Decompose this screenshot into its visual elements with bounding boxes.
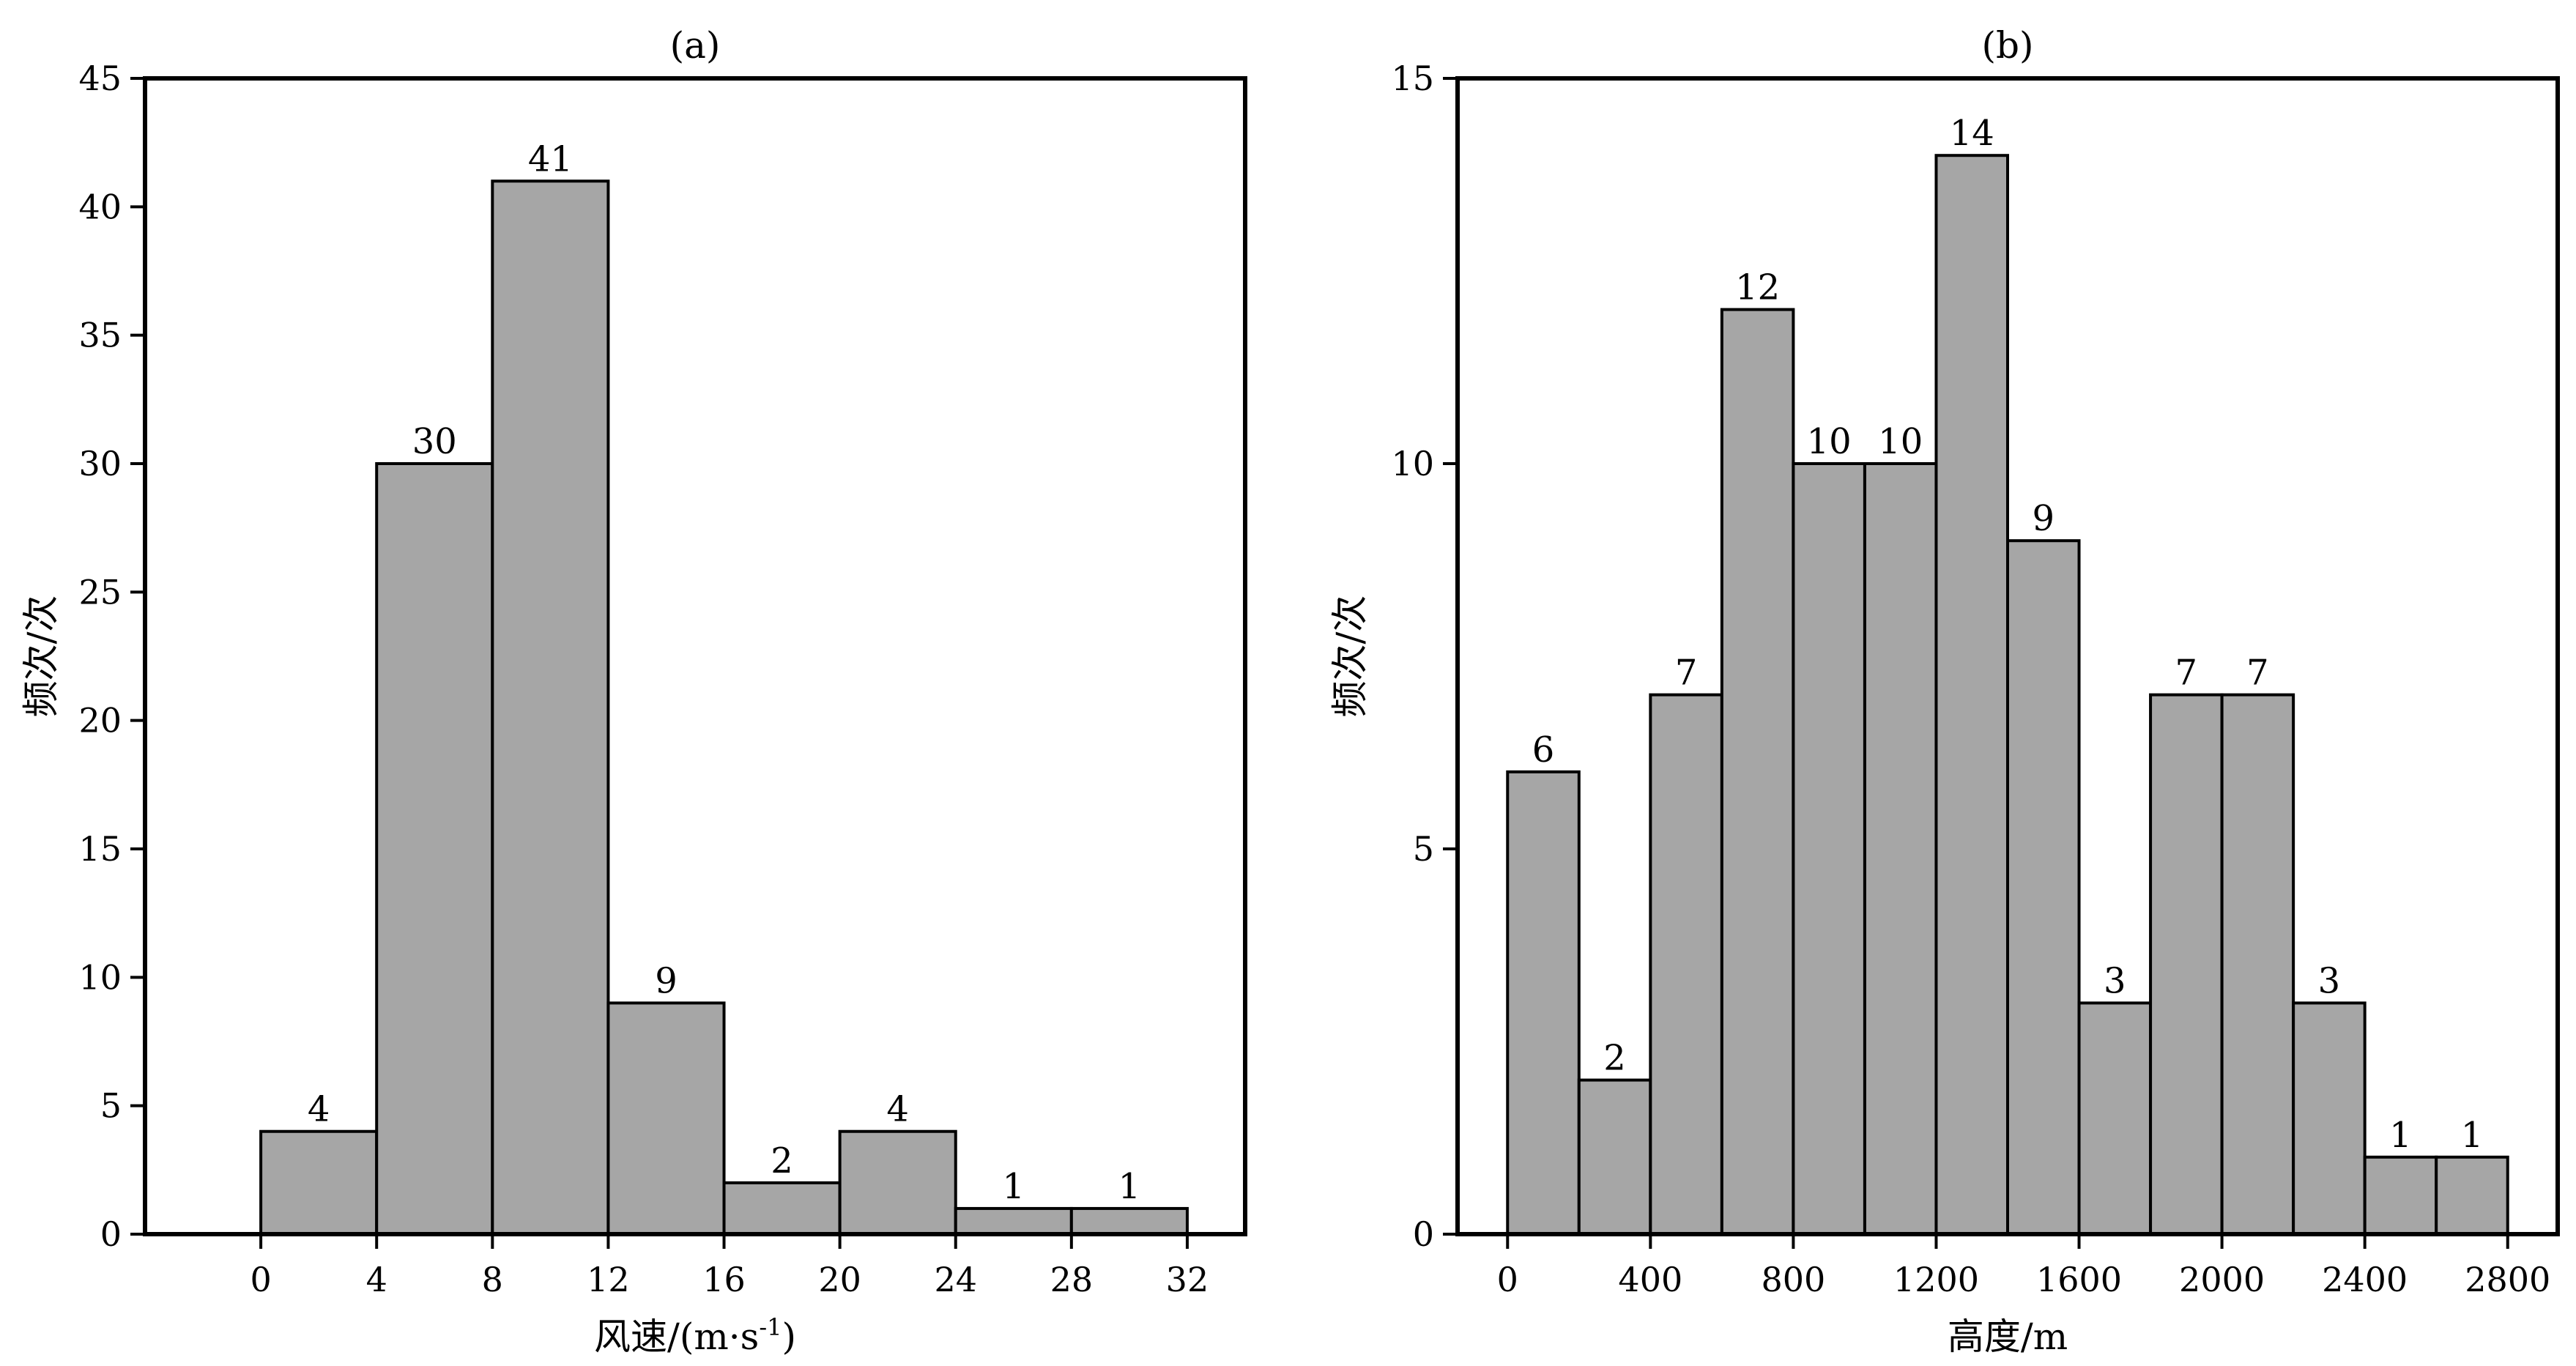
x-tick-label: 800 bbox=[1761, 1260, 1825, 1299]
bar bbox=[2363, 1155, 2438, 1236]
x-tick-label: 8 bbox=[482, 1260, 503, 1299]
x-tick-label: 32 bbox=[1166, 1260, 1209, 1299]
bar-value-label: 1 bbox=[2389, 1115, 2412, 1156]
y-tick-label: 5 bbox=[1413, 829, 1434, 869]
x-axis-label: 高度/m bbox=[1948, 1315, 2068, 1358]
y-tick-label: 35 bbox=[78, 316, 122, 355]
x-tick-label: 12 bbox=[587, 1260, 630, 1299]
bar bbox=[1720, 308, 1795, 1236]
panel-title: (b) bbox=[1981, 24, 2033, 67]
bar-value-label: 7 bbox=[1675, 653, 1698, 694]
x-tick-label: 28 bbox=[1050, 1260, 1094, 1299]
y-tick-label: 20 bbox=[78, 701, 122, 740]
bar-value-label: 10 bbox=[1807, 421, 1852, 462]
x-tick-label: 16 bbox=[702, 1260, 746, 1299]
x-tick-label: 4 bbox=[366, 1260, 387, 1299]
bar-value-label: 9 bbox=[2032, 498, 2055, 539]
x-tick-label: 1200 bbox=[1893, 1260, 1979, 1299]
y-tick-label: 0 bbox=[1413, 1214, 1434, 1254]
bar bbox=[259, 1129, 379, 1236]
bar-value-label: 4 bbox=[886, 1089, 909, 1130]
plot-frame bbox=[143, 76, 1247, 1236]
y-tick-label: 30 bbox=[78, 444, 122, 483]
bar bbox=[1863, 462, 1938, 1236]
plot-frame bbox=[1455, 76, 2560, 1236]
bar-value-label: 2 bbox=[771, 1140, 793, 1181]
bar bbox=[375, 462, 494, 1236]
bar bbox=[1934, 154, 2009, 1236]
x-tick-label: 0 bbox=[1497, 1260, 1518, 1299]
bar bbox=[1649, 693, 1723, 1236]
y-axis-label: 频次/次 bbox=[1329, 595, 1371, 718]
bar bbox=[954, 1206, 1073, 1236]
bar bbox=[2149, 693, 2224, 1236]
bar-value-label: 6 bbox=[1532, 730, 1555, 771]
bar-value-label: 3 bbox=[2318, 960, 2341, 1001]
bar bbox=[838, 1129, 957, 1236]
x-tick-label: 2000 bbox=[2179, 1260, 2265, 1299]
bar-value-label: 1 bbox=[1003, 1166, 1025, 1207]
x-tick-label: 24 bbox=[934, 1260, 977, 1299]
x-axis-label: 风速/(m·s-1) bbox=[594, 1313, 796, 1358]
bar bbox=[2220, 693, 2295, 1236]
x-tick-label: 20 bbox=[818, 1260, 861, 1299]
panel-title: (a) bbox=[670, 24, 721, 67]
bar bbox=[491, 179, 610, 1236]
y-tick-label: 0 bbox=[100, 1214, 122, 1254]
y-tick-label: 15 bbox=[78, 829, 122, 869]
bar-value-label: 3 bbox=[2104, 960, 2126, 1001]
bar bbox=[1069, 1206, 1189, 1236]
x-tick-label: 1600 bbox=[2036, 1260, 2122, 1299]
y-tick-label: 10 bbox=[78, 957, 122, 997]
bar-value-label: 30 bbox=[412, 421, 457, 462]
y-tick-label: 15 bbox=[1391, 59, 1434, 98]
y-tick-label: 10 bbox=[1391, 444, 1434, 483]
bar bbox=[1577, 1078, 1652, 1236]
bar bbox=[2077, 1001, 2153, 1236]
bar bbox=[2435, 1155, 2509, 1236]
bar bbox=[606, 1001, 726, 1236]
bar bbox=[1792, 462, 1866, 1236]
x-tick-label: 400 bbox=[1618, 1260, 1682, 1299]
y-tick-label: 25 bbox=[78, 572, 122, 612]
bar-value-label: 1 bbox=[1118, 1166, 1141, 1207]
bar-value-label: 7 bbox=[2246, 653, 2269, 694]
bar-value-label: 10 bbox=[1878, 421, 1923, 462]
bar-value-label: 1 bbox=[2461, 1115, 2484, 1156]
bar-value-label: 9 bbox=[655, 960, 678, 1001]
x-tick-label: 2400 bbox=[2322, 1260, 2408, 1299]
bar bbox=[1506, 770, 1581, 1236]
y-tick-label: 5 bbox=[100, 1086, 122, 1126]
bar-value-label: 41 bbox=[528, 138, 573, 179]
bar bbox=[722, 1181, 842, 1236]
y-axis-label: 频次/次 bbox=[20, 595, 62, 718]
bar-value-label: 12 bbox=[1735, 267, 1780, 308]
bar bbox=[2292, 1001, 2367, 1236]
x-tick-label: 2800 bbox=[2465, 1260, 2550, 1299]
bar-value-label: 7 bbox=[2175, 653, 2198, 694]
bar-value-label: 2 bbox=[1603, 1038, 1626, 1079]
bar-value-label: 4 bbox=[308, 1089, 330, 1130]
y-tick-label: 45 bbox=[78, 59, 122, 98]
bar bbox=[2006, 539, 2081, 1236]
bar-value-label: 14 bbox=[1950, 113, 1994, 154]
x-tick-label: 0 bbox=[250, 1260, 271, 1299]
y-tick-label: 40 bbox=[78, 187, 122, 226]
